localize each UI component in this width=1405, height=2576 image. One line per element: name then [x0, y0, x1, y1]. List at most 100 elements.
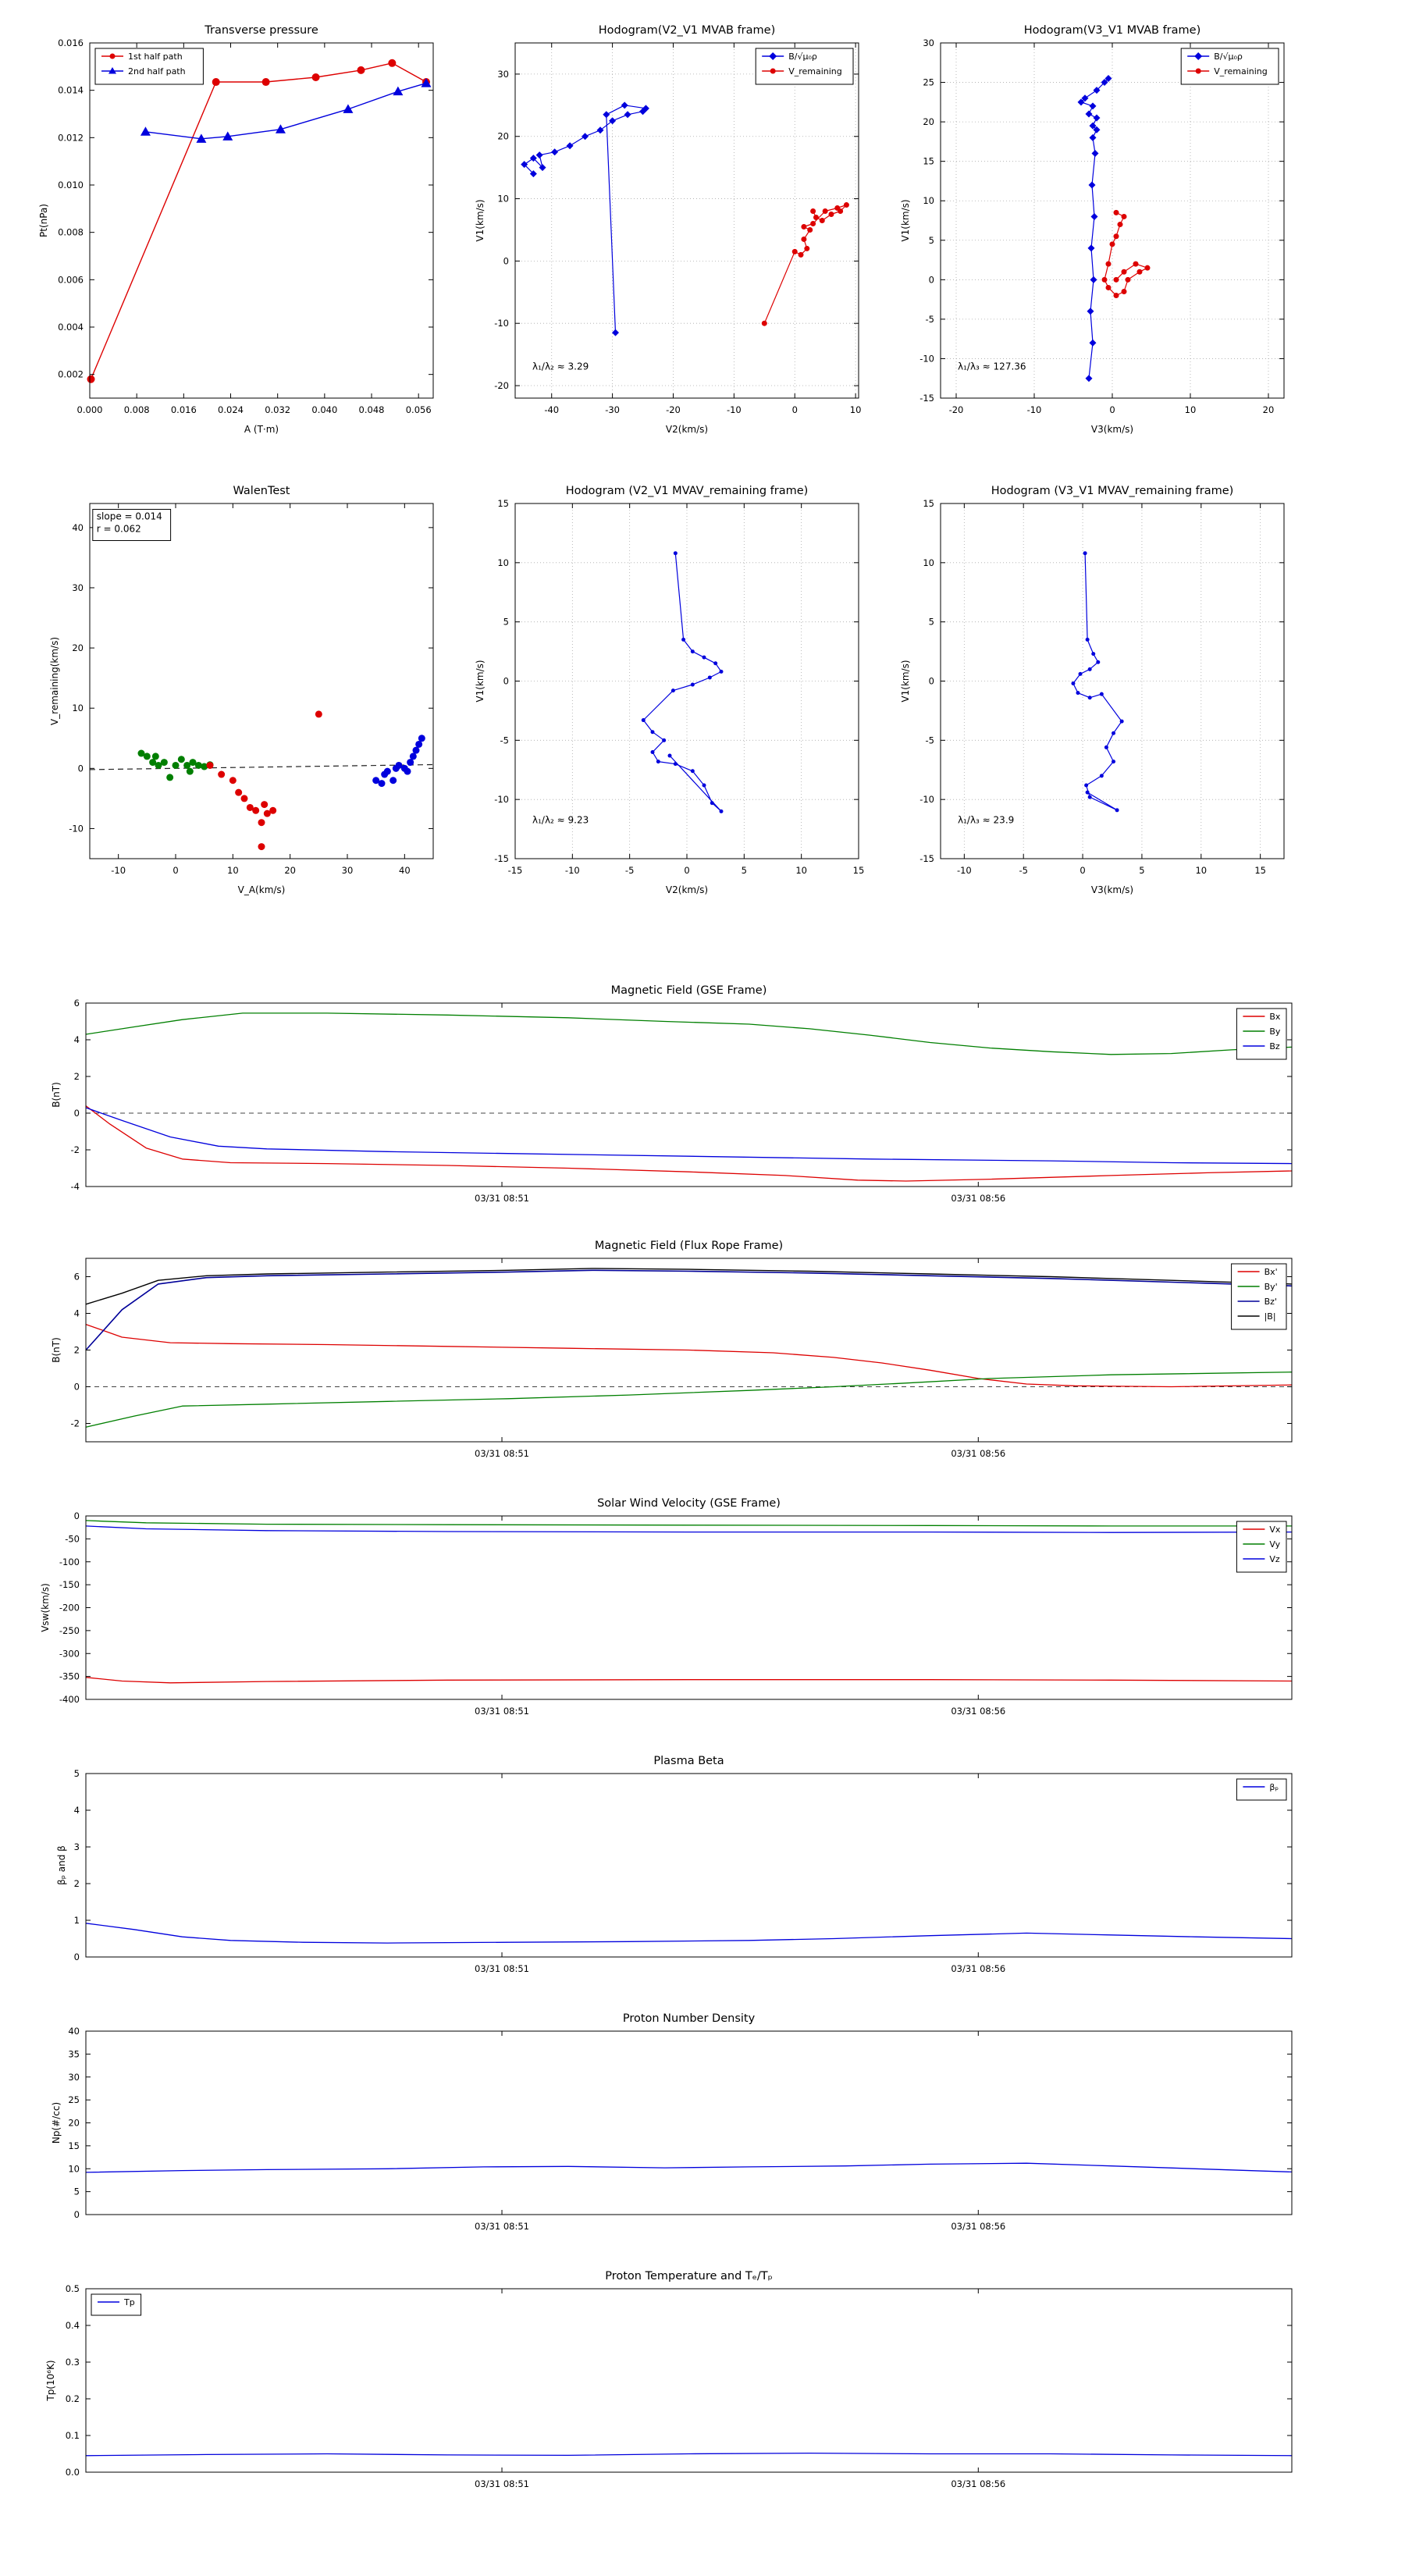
- chart-hodogram-v2v1-mvab: -40 -30 -20 -10 0 10 -20 -10 0 10 20 30 Hodogram(V2_…: [475, 24, 861, 435]
- y-tick-label: -10: [919, 794, 934, 805]
- legend-marker: [769, 52, 777, 60]
- marker-B-over-sqrt-mu0rho: [596, 126, 604, 134]
- legend-box: [1231, 1263, 1287, 1330]
- marker-V-remaining: [1144, 265, 1151, 271]
- legend-box: [1236, 1521, 1287, 1573]
- marker-V-path: [707, 675, 712, 680]
- y-tick-label: -10: [494, 794, 509, 805]
- x-tick-label: 03/31 08:51: [475, 1193, 529, 1204]
- marker-B-over-sqrt-mu0rho: [582, 133, 589, 141]
- x-tick-label: 03/31 08:56: [951, 1963, 1005, 1974]
- marker-B-over-sqrt-mu0rho: [642, 105, 649, 112]
- marker-V-path: [1104, 745, 1108, 749]
- marker-points-blue: [412, 746, 420, 754]
- marker-points-blue: [383, 767, 391, 775]
- series-V-remaining: [1104, 212, 1148, 297]
- marker-points-green: [186, 767, 194, 775]
- marker-V-remaining: [1121, 269, 1127, 275]
- marker-V-remaining: [1113, 209, 1119, 215]
- marker-V-path: [1119, 719, 1124, 724]
- y-tick-label: 0.2: [66, 2393, 80, 2404]
- y-tick-label: -2: [71, 1418, 80, 1429]
- marker-first-half-path: [311, 73, 320, 81]
- chart-walen-test: -10 0 10 20 30 40 -10 0 10 20 30 40 WalenTest V_A(km/…: [49, 485, 434, 895]
- y-tick-label: 0.014: [58, 85, 84, 96]
- marker-V-path: [710, 801, 714, 806]
- y-tick-label: 0.012: [58, 132, 84, 143]
- y-tick-label: 0.5: [66, 2283, 80, 2294]
- marker-B-over-sqrt-mu0rho: [609, 117, 617, 125]
- x-tick-label: 03/31 08:56: [951, 2478, 1005, 2489]
- y-tick-label: 5: [74, 2186, 80, 2197]
- legend: 1st half path 2nd half path: [94, 48, 204, 85]
- marker-V-path: [1084, 783, 1089, 788]
- marker-V-remaining: [1121, 213, 1127, 219]
- annotation-text: λ₁/λ₂ ≈ 9.23: [532, 815, 589, 826]
- marker-B-over-sqrt-mu0rho: [1077, 98, 1085, 106]
- marker-points-green: [151, 753, 159, 760]
- x-tick-label: -40: [544, 404, 559, 415]
- marker-points-blue: [415, 740, 423, 748]
- x-tick-label: 0.024: [218, 404, 244, 415]
- x-tick-label: 03/31 08:56: [951, 1448, 1005, 1459]
- marker-V-remaining: [1125, 276, 1131, 283]
- y-tick-label: 10: [497, 557, 509, 568]
- marker-V-remaining: [791, 248, 798, 254]
- chart-transverse-pressure: 0.000 0.008 0.016 0.024 0.032 0.040 0.048 0.056…: [38, 24, 434, 435]
- plot-background: [86, 1774, 1292, 1957]
- series-Vx: [85, 1677, 1293, 1684]
- marker-V-path: [650, 750, 655, 754]
- chart-magnetic-field-flux-rope: 03/31 08:51 03/31 08:56 -2 0 2 4 6 Magnetic Fie…: [51, 1240, 1293, 1459]
- marker-V-path: [690, 649, 695, 654]
- y-tick-label: -5: [926, 314, 934, 325]
- chart-proton-temperature: 03/31 08:51 03/31 08:56 0.0 0.1 0.2 0.3 0.4 0.5…: [45, 2270, 1293, 2489]
- marker-points-green: [177, 756, 185, 763]
- marker-V-remaining: [804, 245, 810, 251]
- marker-B-over-sqrt-mu0rho: [1089, 133, 1097, 141]
- y-tick-label: -100: [59, 1557, 80, 1567]
- legend-label: |B|: [1264, 1311, 1276, 1322]
- series-Vy: [85, 1520, 1292, 1527]
- y-tick-label: -15: [494, 853, 509, 864]
- axes-frame: [85, 1002, 1293, 1187]
- x-tick-label: -10: [957, 865, 972, 876]
- marker-B-over-sqrt-mu0rho: [1091, 150, 1099, 158]
- series-V-path: [642, 553, 722, 812]
- y-tick-label: 2: [74, 1345, 80, 1356]
- y-tick-label: 0: [929, 676, 934, 687]
- y-tick-label: 0: [503, 255, 509, 266]
- marker-V-remaining: [810, 220, 816, 226]
- y-axis-label: Np(#/cc): [51, 2102, 62, 2144]
- y-tick-label: 25: [68, 2094, 80, 2105]
- marker-points-red: [206, 761, 214, 769]
- x-tick-label: 0.016: [171, 404, 197, 415]
- x-tick-label: 10: [850, 404, 862, 415]
- marker-V-path: [1112, 760, 1116, 764]
- y-tick-label: 10: [497, 194, 509, 205]
- legend: B/√μ₀ρ V_remaining: [755, 48, 854, 85]
- y-tick-label: 20: [923, 116, 934, 127]
- marker-B-over-sqrt-mu0rho: [624, 111, 631, 119]
- marker-points-green: [201, 763, 208, 770]
- marker-V-path: [681, 637, 686, 642]
- series-V-remaining: [763, 204, 847, 324]
- marker-V-path: [1087, 696, 1092, 700]
- marker-V-path: [719, 669, 724, 674]
- x-tick-label: 15: [853, 865, 865, 876]
- marker-B-over-sqrt-mu0rho: [1087, 244, 1095, 252]
- axes-frame: [85, 2288, 1293, 2473]
- marker-V-remaining: [828, 212, 834, 218]
- y-tick-label: 0.1: [66, 2430, 80, 2441]
- marker-V-path: [1087, 667, 1092, 671]
- y-tick-label: -250: [59, 1625, 80, 1636]
- marker-V-path: [1099, 692, 1104, 696]
- chart-title: Transverse pressure: [204, 24, 318, 37]
- marker-B-over-sqrt-mu0rho: [1090, 212, 1098, 220]
- y-tick-label: 0.006: [58, 274, 84, 285]
- plot-background: [86, 2031, 1292, 2215]
- marker-B-over-sqrt-mu0rho: [603, 111, 610, 119]
- y-axis-label: Pt(nPa): [38, 204, 49, 237]
- x-axis-label: A (T·m): [244, 424, 279, 435]
- marker-points-green: [137, 749, 145, 757]
